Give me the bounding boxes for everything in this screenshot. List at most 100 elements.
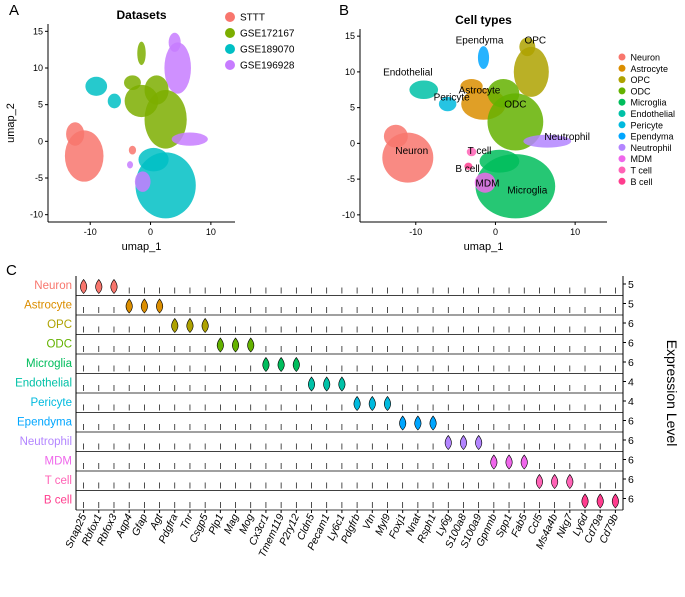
legend-swatch — [618, 121, 626, 129]
violin-Agt — [156, 298, 164, 314]
y-tick-label: 5 — [350, 103, 355, 113]
cluster-label: Microglia — [507, 185, 547, 196]
violin-Cldn5 — [308, 376, 316, 392]
violin-Cd79b — [611, 493, 619, 509]
cluster-blob-7-0 — [137, 41, 146, 66]
legend-swatch — [618, 64, 626, 72]
scale-label: 4 — [628, 396, 634, 408]
legend-swatch — [225, 44, 235, 54]
umap-datasets-chart: Datasets -10 0 10 15 10 5 0 -5 -10 umap_1 umap_2 STT… — [5, 8, 295, 253]
cluster-label: Neuron — [395, 146, 428, 157]
legend-label: Microglia — [631, 98, 667, 108]
x-tick-label: 0 — [148, 227, 153, 237]
cluster-blob-10-0 — [128, 145, 137, 155]
violin-Ly6g — [444, 435, 452, 450]
panel-label-c: C — [6, 262, 17, 279]
y-axis-title: umap_2 — [5, 103, 17, 143]
x-tick-label: -10 — [84, 227, 97, 237]
legend-label: OPC — [631, 75, 651, 85]
violin-Mag — [232, 337, 240, 353]
row-label-neutrophil: Neutrophil — [20, 436, 72, 448]
cluster-label: Pericyte — [434, 92, 471, 103]
violin-Aqp4 — [125, 298, 133, 314]
y-tick-label: 0 — [38, 136, 43, 146]
x-tick-label: 0 — [493, 227, 498, 237]
violin-Pdgfrb — [353, 396, 361, 411]
cluster-blob-6-0 — [438, 96, 457, 112]
cluster-blob-11-0 — [464, 162, 473, 170]
scale-label: 6 — [628, 416, 634, 428]
cluster-label: B cell — [455, 164, 479, 175]
cluster-blob-0-1 — [383, 124, 408, 148]
legend-swatch — [225, 60, 235, 70]
row-label-opc: OPC — [47, 319, 72, 331]
cluster-blob-3-0 — [487, 93, 544, 151]
gene-label-Gfap: Gfap — [130, 512, 151, 538]
scale-label: 5 — [628, 279, 634, 291]
cluster-blob-7-0 — [477, 46, 490, 70]
row-label-ependyma: Ependyma — [17, 417, 73, 429]
legend-label: Astrocyte — [631, 64, 669, 74]
legend-swatch — [618, 87, 626, 95]
row-label-mdm: MDM — [45, 456, 72, 468]
cluster-blob-8-0 — [171, 132, 208, 146]
legend-label: Ependyma — [631, 132, 674, 142]
violin-Gfap — [140, 298, 148, 314]
y-tick-label: 15 — [33, 26, 43, 36]
cluster-blob-1-1 — [124, 75, 141, 90]
violin-Tmem119 — [277, 357, 285, 372]
cluster-blob-3-0 — [144, 90, 187, 149]
violin-Rbfox1 — [95, 279, 103, 294]
row-label-endothelial: Endothelial — [15, 378, 72, 390]
cluster-blob-5-0 — [85, 76, 108, 96]
violin-Ly6c1 — [338, 376, 346, 392]
legend-label: STTT — [240, 13, 265, 24]
row-label-t-cell: T cell — [45, 475, 72, 487]
y-tick-label: 15 — [345, 31, 355, 41]
umap-title: Cell types — [455, 13, 512, 27]
row-label-pericyte: Pericyte — [30, 397, 72, 409]
cluster-blob-11-0 — [127, 161, 134, 169]
cluster-blob-10-0 — [466, 147, 477, 157]
cluster-label: Ependyma — [456, 35, 504, 46]
cluster-blob-4-1 — [138, 147, 169, 172]
cluster-blob-3-1 — [487, 79, 520, 108]
cluster-blob-6-0 — [107, 93, 121, 109]
cluster-blob-5-0 — [409, 80, 439, 100]
scale-label: 6 — [628, 357, 634, 369]
violin-P2ry12 — [292, 357, 300, 372]
legend-label: ODC — [631, 86, 652, 96]
scale-label: 6 — [628, 318, 634, 330]
legend-label: Endothelial — [631, 109, 676, 119]
legend-label: GSE172167 — [240, 29, 295, 40]
legend-swatch — [618, 143, 626, 151]
cluster-label: OPC — [524, 35, 546, 46]
gene-label-Plp1: Plp1 — [206, 512, 226, 536]
legend-swatch — [618, 98, 626, 106]
violin-S100a9 — [475, 435, 483, 450]
scale-label: 6 — [628, 494, 634, 506]
cluster-label: Endothelial — [383, 67, 432, 78]
cluster-label: T cell — [468, 146, 492, 157]
violin-Csgp5 — [201, 318, 209, 333]
point-cloud — [64, 32, 208, 219]
x-tick-label: 10 — [570, 227, 580, 237]
legend-label: GSE196928 — [240, 61, 295, 72]
violin-Mog — [247, 337, 255, 353]
legend-label: B cell — [631, 177, 653, 187]
legend-label: T cell — [631, 166, 652, 176]
cluster-blob-4-1 — [479, 149, 520, 173]
y-tick-label: 5 — [38, 100, 43, 110]
violin-Gpnmb — [490, 454, 498, 470]
row-label-odc: ODC — [46, 339, 72, 351]
violin-Nnat — [414, 415, 422, 431]
violin-Pecam1 — [323, 376, 331, 392]
cluster-blob-1-1 — [460, 79, 483, 94]
violin-Cx3cr1 — [262, 357, 270, 372]
legend-label: Neuron — [631, 53, 661, 63]
violin-Fab5 — [520, 454, 528, 470]
legend-label: Pericyte — [631, 120, 664, 130]
row-label-microglia: Microglia — [26, 358, 73, 370]
y-tick-label: -10 — [342, 210, 355, 220]
row-label-astrocyte: Astrocyte — [24, 300, 72, 312]
